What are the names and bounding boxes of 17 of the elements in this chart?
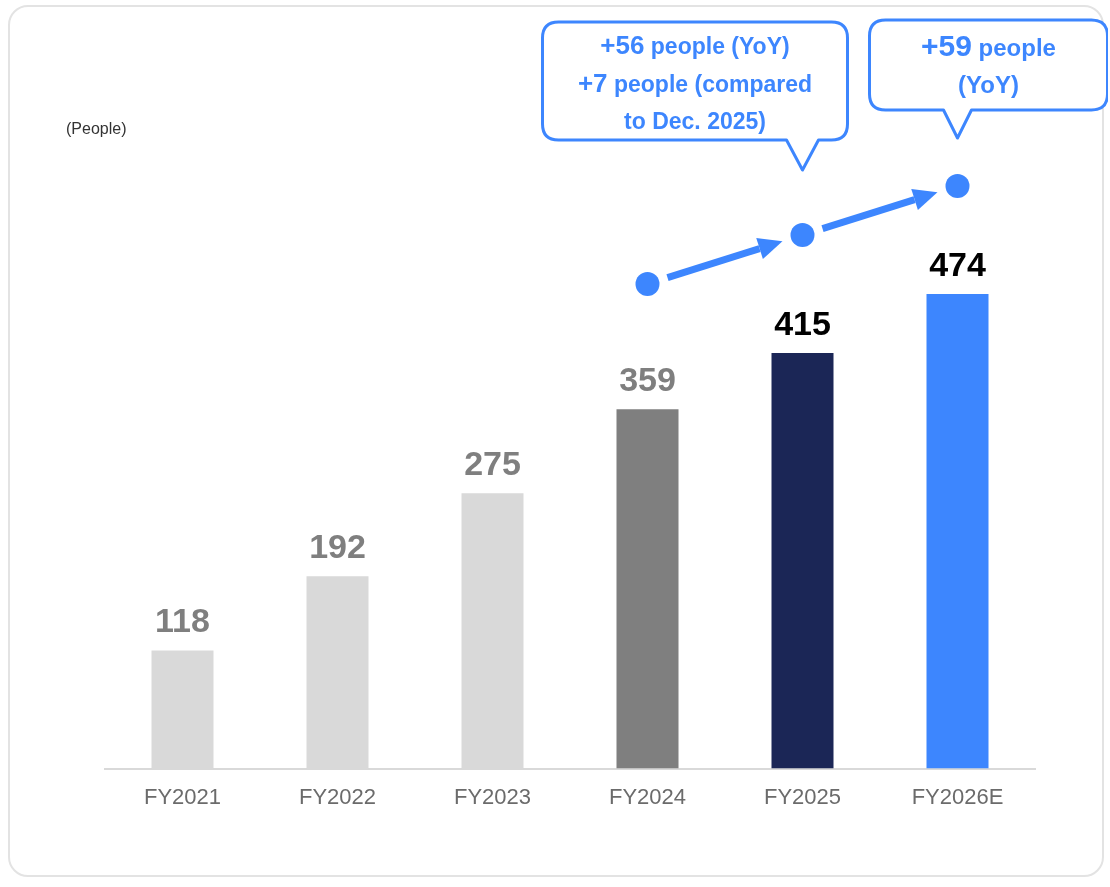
data-label: 118 <box>155 601 210 640</box>
x-tick-label: FY2024 <box>608 783 687 809</box>
data-label: 359 <box>619 360 676 399</box>
text: +59 people (YoY) <box>921 29 1056 98</box>
data-label: 192 <box>309 527 366 566</box>
x-tick-label: FY2022 <box>298 783 377 809</box>
x-tick-label: FY2021 <box>143 783 222 809</box>
bar <box>771 353 834 769</box>
bar <box>616 409 679 769</box>
text: (People) <box>66 120 127 138</box>
x-tick-label: FY2023 <box>453 783 532 809</box>
text: +56 people (YoY) +7 people (compared to Dec. 2025) <box>577 29 813 134</box>
x-tick-label: FY2026E <box>911 783 1004 809</box>
data-label: 275 <box>464 444 521 483</box>
x-tick-label: FY2025 <box>763 783 842 809</box>
data-label: 415 <box>774 304 831 343</box>
bar <box>926 294 989 769</box>
